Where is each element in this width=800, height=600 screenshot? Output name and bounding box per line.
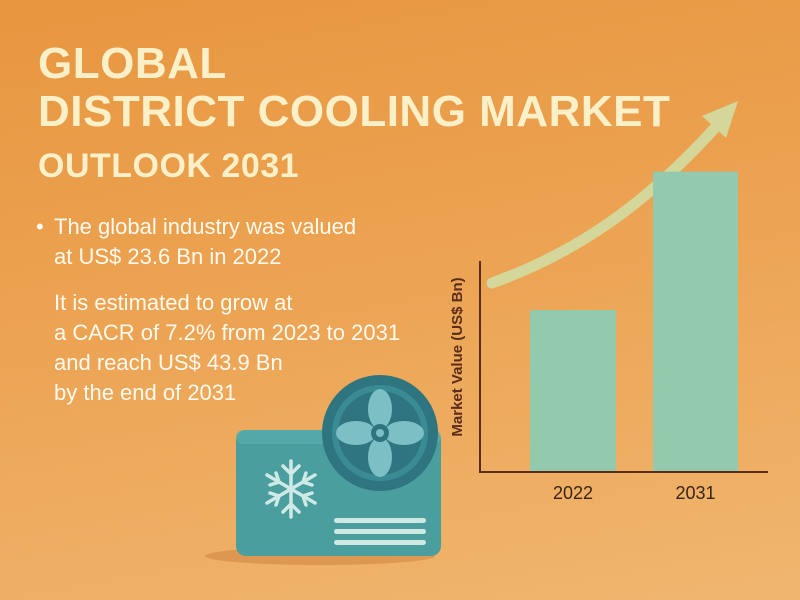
paragraph-line-1: It is estimated to grow at <box>54 290 293 315</box>
bar-2022 <box>530 310 616 471</box>
growth-paragraph: It is estimated to grow at a CACR of 7.2… <box>54 288 454 408</box>
title-line-2: DISTRICT COOLING MARKET <box>38 87 671 136</box>
x-tick-label-2031: 2031 <box>675 483 715 503</box>
bullet-dot: • <box>36 214 44 239</box>
paragraph-line-4: by the end of 2031 <box>54 380 237 405</box>
bar-2031 <box>653 171 738 472</box>
fan-icon <box>322 375 438 491</box>
paragraph-line-3: and reach US$ 43.9 Bn <box>54 350 283 375</box>
title-line-1: GLOBAL <box>38 39 227 88</box>
subtitle: OUTLOOK 2031 <box>38 147 300 185</box>
trend-arrow <box>486 114 728 289</box>
snowflake-icon <box>265 459 317 519</box>
main-title: GLOBAL DISTRICT COOLING MARKET <box>38 40 670 136</box>
bullet-line-2: at US$ 23.6 Bn in 2022 <box>54 244 282 269</box>
valuation-bullet: • The global industry was valued at US$ … <box>36 212 436 272</box>
paragraph-line-2: a CACR of 7.2% from 2023 to 2031 <box>54 320 401 345</box>
y-axis-label: Market Value (US$ Bn) <box>449 277 466 436</box>
x-tick-label-2022: 2022 <box>553 483 593 503</box>
bullet-line-1: The global industry was valued <box>54 214 357 239</box>
vent-grille <box>334 518 426 545</box>
trend-arrow-head <box>702 101 738 138</box>
